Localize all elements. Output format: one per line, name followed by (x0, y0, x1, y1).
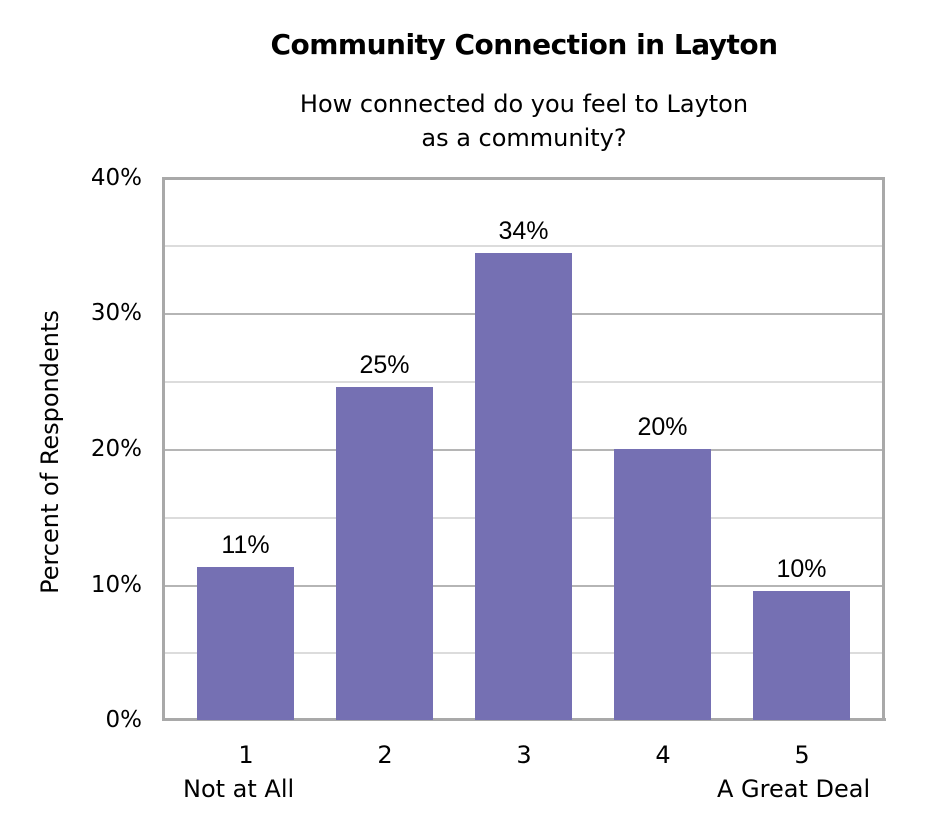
x-tick-3: 3 (516, 741, 532, 769)
x-tick-2: 2 (377, 741, 393, 769)
y-tick-30: 30% (90, 300, 142, 326)
y-tick-20: 20% (90, 436, 142, 462)
bar-2 (336, 387, 433, 720)
x-sublabel-a-great-deal: A Great Deal (717, 775, 871, 803)
subtitle-line-2: as a community? (421, 124, 627, 152)
bar-5 (753, 591, 850, 720)
x-tick-5: 5 (794, 741, 810, 769)
bar-value-label-3: 34% (498, 217, 549, 246)
x-tick-1: 1 (238, 741, 254, 769)
chart-subtitle: How connected do you feel to Layton as a… (0, 87, 945, 155)
bar-4 (614, 448, 711, 720)
y-tick-0: 0% (105, 707, 143, 733)
bar-value-label-2: 25% (359, 351, 410, 380)
x-tick-4: 4 (655, 741, 671, 769)
bar-3 (475, 253, 572, 720)
y-axis-label: Percent of Respondents (36, 310, 64, 594)
y-tick-40: 40% (90, 165, 142, 191)
gridline-35 (165, 245, 882, 247)
x-sublabel-not-at-all: Not at All (183, 775, 295, 803)
chart-title: Community Connection in Layton (270, 28, 778, 61)
bar-1 (197, 566, 294, 720)
subtitle-line-1: How connected do you feel to Layton (299, 90, 749, 118)
y-tick-10: 10% (90, 572, 142, 598)
bar-value-label-5: 10% (776, 555, 827, 584)
bar-value-label-4: 20% (637, 412, 688, 441)
bar-value-label-1: 11% (221, 530, 270, 559)
